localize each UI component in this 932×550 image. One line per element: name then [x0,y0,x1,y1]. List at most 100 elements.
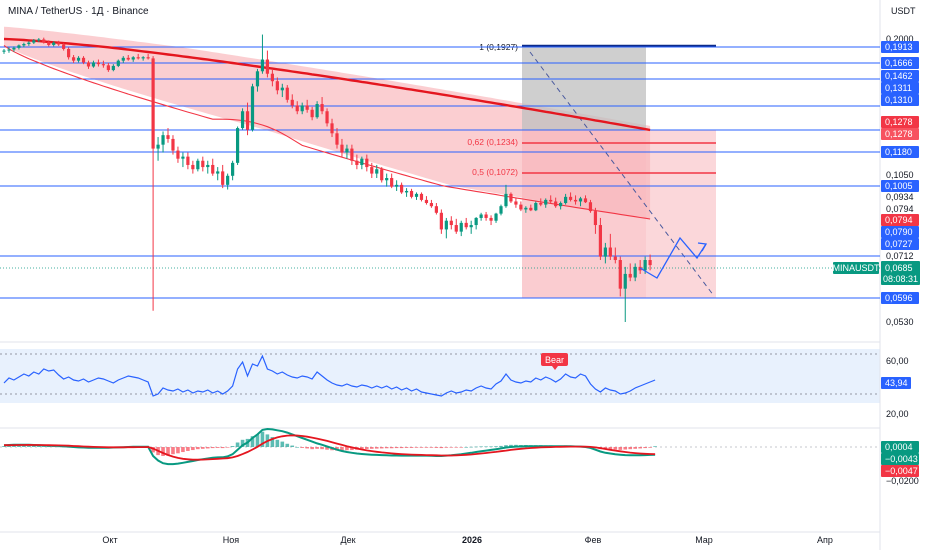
price-line-tag [881,238,919,250]
macd-histogram-bar [384,447,389,449]
candle [315,101,319,119]
price-axis-label: 0,0712 [886,251,914,261]
candle-body [57,42,61,45]
candle [27,41,31,46]
bear-badge [541,353,568,366]
candle-body [101,64,105,66]
candle-body [231,162,235,176]
macd-histogram-bar [394,447,399,449]
macd-histogram-bar [210,447,215,449]
macd-histogram-bar [419,447,424,448]
horizontal-lines[interactable] [0,46,880,299]
macd-histogram-bar [285,443,290,447]
candle-body [300,105,304,112]
candle-body [380,169,384,181]
candle [22,42,26,48]
price-line-tag [881,146,919,158]
candle [47,40,51,47]
candle-body [37,39,41,41]
candle [211,158,215,176]
price-axis-label: 0,2000 [886,34,914,44]
candle-body [86,62,91,67]
candle-body [643,260,647,271]
candle-body [469,225,473,228]
candle-body [106,65,110,71]
candle-body [146,57,150,59]
fib-label: 0,62 (0,1234) [467,137,518,147]
projection-path[interactable] [639,236,708,279]
projection-line[interactable] [639,236,707,279]
candle [71,55,76,63]
candle-body [240,111,245,129]
macd-histogram-bar [36,446,41,447]
candle-body [409,190,414,197]
candle [181,152,185,168]
currency-label: USDT [891,6,916,16]
candle-body [419,193,424,200]
macd-histogram-bar [250,436,255,447]
current-price-value: 0,0685 [885,263,913,273]
candle [648,254,652,271]
macd-histogram-bar [235,442,240,447]
candle [76,56,81,63]
candle-body [62,44,66,49]
candle-body [81,57,86,63]
macd-histogram-bar [618,447,623,450]
macd-histogram-bar [414,447,419,448]
candle-body [235,128,240,163]
candle-body [564,196,568,204]
macd-histogram-bar [230,446,235,447]
macd-histogram-bar [638,447,642,449]
candle-body [509,193,513,202]
candle [613,247,617,264]
macd-histogram-bar [46,446,51,448]
candle-body [226,175,230,185]
macd-histogram-bar [32,445,36,447]
candle [86,60,91,69]
candle-body [221,171,225,185]
candle [534,201,538,212]
candle-body [52,42,56,45]
candle [593,207,598,234]
candle [285,85,289,103]
candle [270,68,274,87]
candle-body [151,58,155,149]
candle-body [250,86,255,130]
candle-body [439,212,443,230]
candle-body [464,222,468,228]
macd-histogram-bar [225,447,230,448]
price-line-tag [881,292,919,304]
current-price-countdown: 08:08:31 [883,274,918,284]
price-line-tag [881,57,919,69]
macd-value-tag-text: −0,0047 [885,466,918,476]
macd-value-tag [881,465,919,477]
candle-body [325,111,329,124]
candle-body [414,193,419,197]
candle [400,182,404,194]
candle-body [588,202,593,212]
candle-body [126,57,130,60]
candle-body [2,50,6,52]
candle-body [7,49,11,51]
macd-histogram-bar [365,447,369,449]
macd-histogram-bar [270,437,275,447]
candle [186,152,190,170]
macd-histogram-bar [429,447,434,448]
candle [7,47,11,53]
candle [628,263,632,282]
price-line-tag [881,94,919,106]
candle [255,68,260,92]
candle [549,195,553,204]
candle [121,56,125,63]
candle-body [504,193,508,207]
candle-body [166,135,170,139]
candle-body [340,144,344,153]
macd-histogram-bar [409,447,414,448]
macd-histogram-bar [633,447,637,449]
macd-value-tag-text: −0,0043 [885,454,918,464]
candle-body [494,213,498,221]
candle [350,144,354,165]
rsi-axis-label: 20,00 [886,409,909,419]
macd-histogram-bar [310,447,314,450]
